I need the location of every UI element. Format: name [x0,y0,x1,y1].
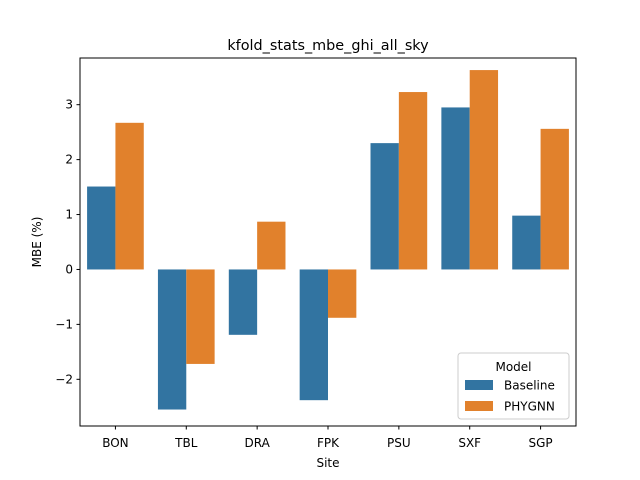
y-axis: −2 −1 0 1 2 3 [55,98,80,386]
legend-label-phygnn: PHYGNN [504,400,555,414]
x-tick-label: SXF [458,436,481,450]
bar-baseline-tbl [157,269,187,410]
x-tick-label: BON [102,436,128,450]
y-tick-label: 0 [65,262,73,276]
legend-swatch-phygnn [465,401,493,411]
bar-baseline-dra [228,269,258,335]
chart-title: kfold_stats_mbe_ghi_all_sky [227,38,429,54]
x-tick-label: SGP [528,436,552,450]
bar-phygnn-tbl [186,269,215,364]
bar-baseline-sxf [441,107,470,270]
x-tick-label: DRA [244,436,270,450]
y-axis-label: MBE (%) [30,217,44,268]
y-tick-label: 3 [65,98,73,112]
bar-phygnn-dra [257,221,286,270]
legend-label-baseline: Baseline [504,379,555,393]
legend: Model Baseline PHYGNN [457,352,570,420]
bar-phygnn-psu [398,92,428,270]
x-tick-label: TBL [174,436,198,450]
legend-title: Model [495,360,531,374]
bar-phygnn-bon [115,122,144,270]
y-tick-label: −2 [55,372,73,386]
plot-frame [79,57,577,427]
bar-baseline-bon [87,186,116,270]
bar-baseline-sgp [512,215,541,270]
bar-phygnn-fpk [328,269,357,318]
y-tick-label: 2 [65,153,73,167]
y-tick-label: −1 [55,317,73,331]
x-axis: BON TBL DRA FPK PSU SXF SGP [102,426,553,450]
y-tick-label: 1 [65,208,73,222]
bar-baseline-fpk [299,269,328,401]
bar-phygnn-sgp [540,128,569,270]
x-axis-label: Site [316,456,339,470]
bar-baseline-psu [370,143,399,270]
x-tick-label: FPK [317,436,340,450]
x-tick-label: PSU [387,436,411,450]
legend-swatch-baseline [465,380,493,390]
bars-group [87,70,569,410]
bar-phygnn-sxf [469,70,499,270]
